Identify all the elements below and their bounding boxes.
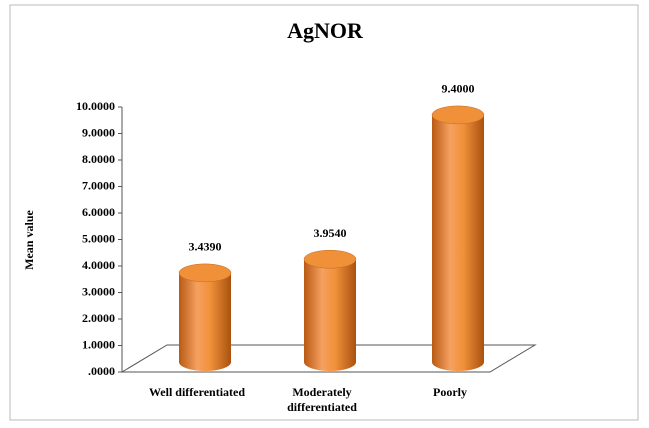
y-tick-label: 5.0000 xyxy=(82,231,115,245)
x-tick-label: Well differentiated xyxy=(148,385,246,399)
bar-top xyxy=(178,263,232,283)
bar xyxy=(179,272,231,371)
bar xyxy=(304,259,356,371)
y-tick-label: 3.0000 xyxy=(82,284,115,298)
x-tick-label: Moderately differentiated xyxy=(287,385,357,414)
y-tick-label: .0000 xyxy=(88,364,115,378)
y-tick-label: 2.0000 xyxy=(82,311,115,325)
bar xyxy=(432,114,484,372)
y-axis-label: Mean value xyxy=(22,210,36,270)
y-tick-label: 10.0000 xyxy=(76,99,115,113)
value-label: 3.4390 xyxy=(189,240,222,254)
y-tick-label: 8.0000 xyxy=(82,152,115,166)
y-tick-label: 6.0000 xyxy=(82,205,115,219)
bar-top xyxy=(431,105,485,125)
value-label: 3.9540 xyxy=(314,226,347,240)
y-tick-label: 9.0000 xyxy=(82,125,115,139)
x-tick-label: Poorly xyxy=(433,385,467,399)
y-tick-label: 4.0000 xyxy=(82,258,115,272)
y-tick-label: 1.0000 xyxy=(82,337,115,351)
chart-title: AgNOR xyxy=(287,18,364,43)
bar-top xyxy=(303,249,357,269)
value-label: 9.4000 xyxy=(442,82,475,96)
y-tick-label: 7.0000 xyxy=(82,178,115,192)
